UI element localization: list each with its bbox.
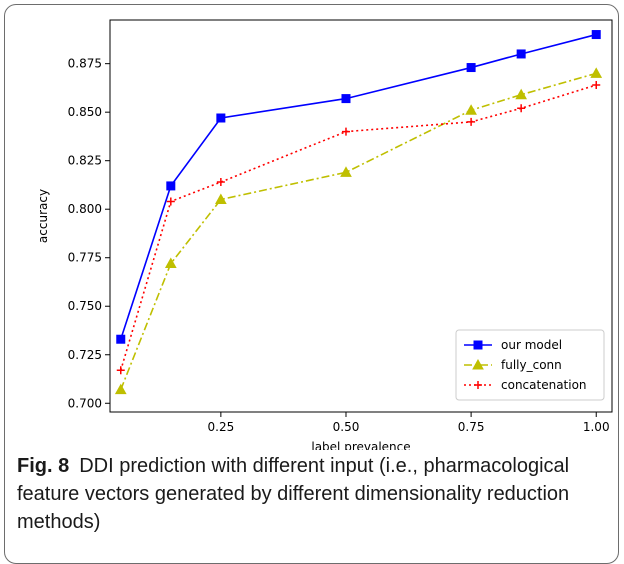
data-point-our-model <box>516 49 526 59</box>
figure-label: Fig. 8 <box>17 455 70 477</box>
x-tick-label: 0.50 <box>333 420 360 434</box>
data-point-concatenation <box>517 104 526 113</box>
data-point-concatenation <box>116 366 125 375</box>
legend-label-our-model: our model <box>501 338 562 352</box>
data-point-fully-conn <box>164 257 177 269</box>
data-point-concatenation <box>467 117 476 126</box>
y-tick-label: 0.700 <box>68 396 102 410</box>
legend-marker-our-model <box>473 340 483 350</box>
legend-marker-concatenation <box>474 381 482 389</box>
legend-marker-fully-conn <box>472 358 484 370</box>
figure-caption: Fig. 8 DDI prediction with different inpu… <box>17 452 607 536</box>
y-tick-label: 0.800 <box>68 202 102 216</box>
x-tick-label: 0.75 <box>458 420 485 434</box>
y-tick-label: 0.775 <box>68 251 102 265</box>
y-tick-label: 0.875 <box>68 57 102 71</box>
data-point-our-model <box>216 113 226 123</box>
legend-label-fully-conn: fully_conn <box>501 358 562 372</box>
data-point-our-model <box>116 334 126 344</box>
y-tick-label: 0.725 <box>68 348 102 362</box>
plot-border <box>109 19 613 413</box>
data-point-fully-conn <box>515 88 528 100</box>
series-line-our-model <box>120 33 597 340</box>
data-point-concatenation <box>216 178 225 187</box>
data-point-fully-conn <box>590 67 603 78</box>
data-point-our-model <box>166 181 176 191</box>
legend-label-concatenation: concatenation <box>501 378 587 392</box>
y-tick-label: 0.750 <box>68 299 102 313</box>
y-tick-label: 0.850 <box>68 105 102 119</box>
data-point-concatenation <box>341 127 350 136</box>
x-tick-label: 0.25 <box>208 420 235 434</box>
data-point-fully-conn <box>340 166 352 177</box>
line-chart: 0.25 0.50 0.75 1.00 0.700 0.725 0.750 0.775 0.80… <box>36 19 613 450</box>
x-tick-label: 1.00 <box>583 420 610 434</box>
y-axis-title: accuracy <box>36 189 50 243</box>
y-tick-label: 0.825 <box>68 154 102 168</box>
figure-caption-text: DDI prediction with different input (i.e… <box>17 455 570 533</box>
data-point-fully-conn <box>215 193 227 205</box>
plot-area: 0.25 0.50 0.75 1.00 0.700 0.725 0.750 0.775 0.80… <box>36 19 613 450</box>
series-line-concatenation <box>119 84 597 371</box>
legend-box <box>455 329 605 401</box>
data-point-our-model <box>341 94 351 104</box>
data-point-our-model <box>466 63 476 73</box>
data-point-concatenation <box>592 81 601 90</box>
data-point-our-model <box>591 30 601 40</box>
data-point-concatenation <box>166 197 175 206</box>
x-axis-title: label prevalence <box>311 440 410 450</box>
data-point-fully-conn <box>465 104 477 115</box>
data-point-fully-conn <box>114 383 127 395</box>
